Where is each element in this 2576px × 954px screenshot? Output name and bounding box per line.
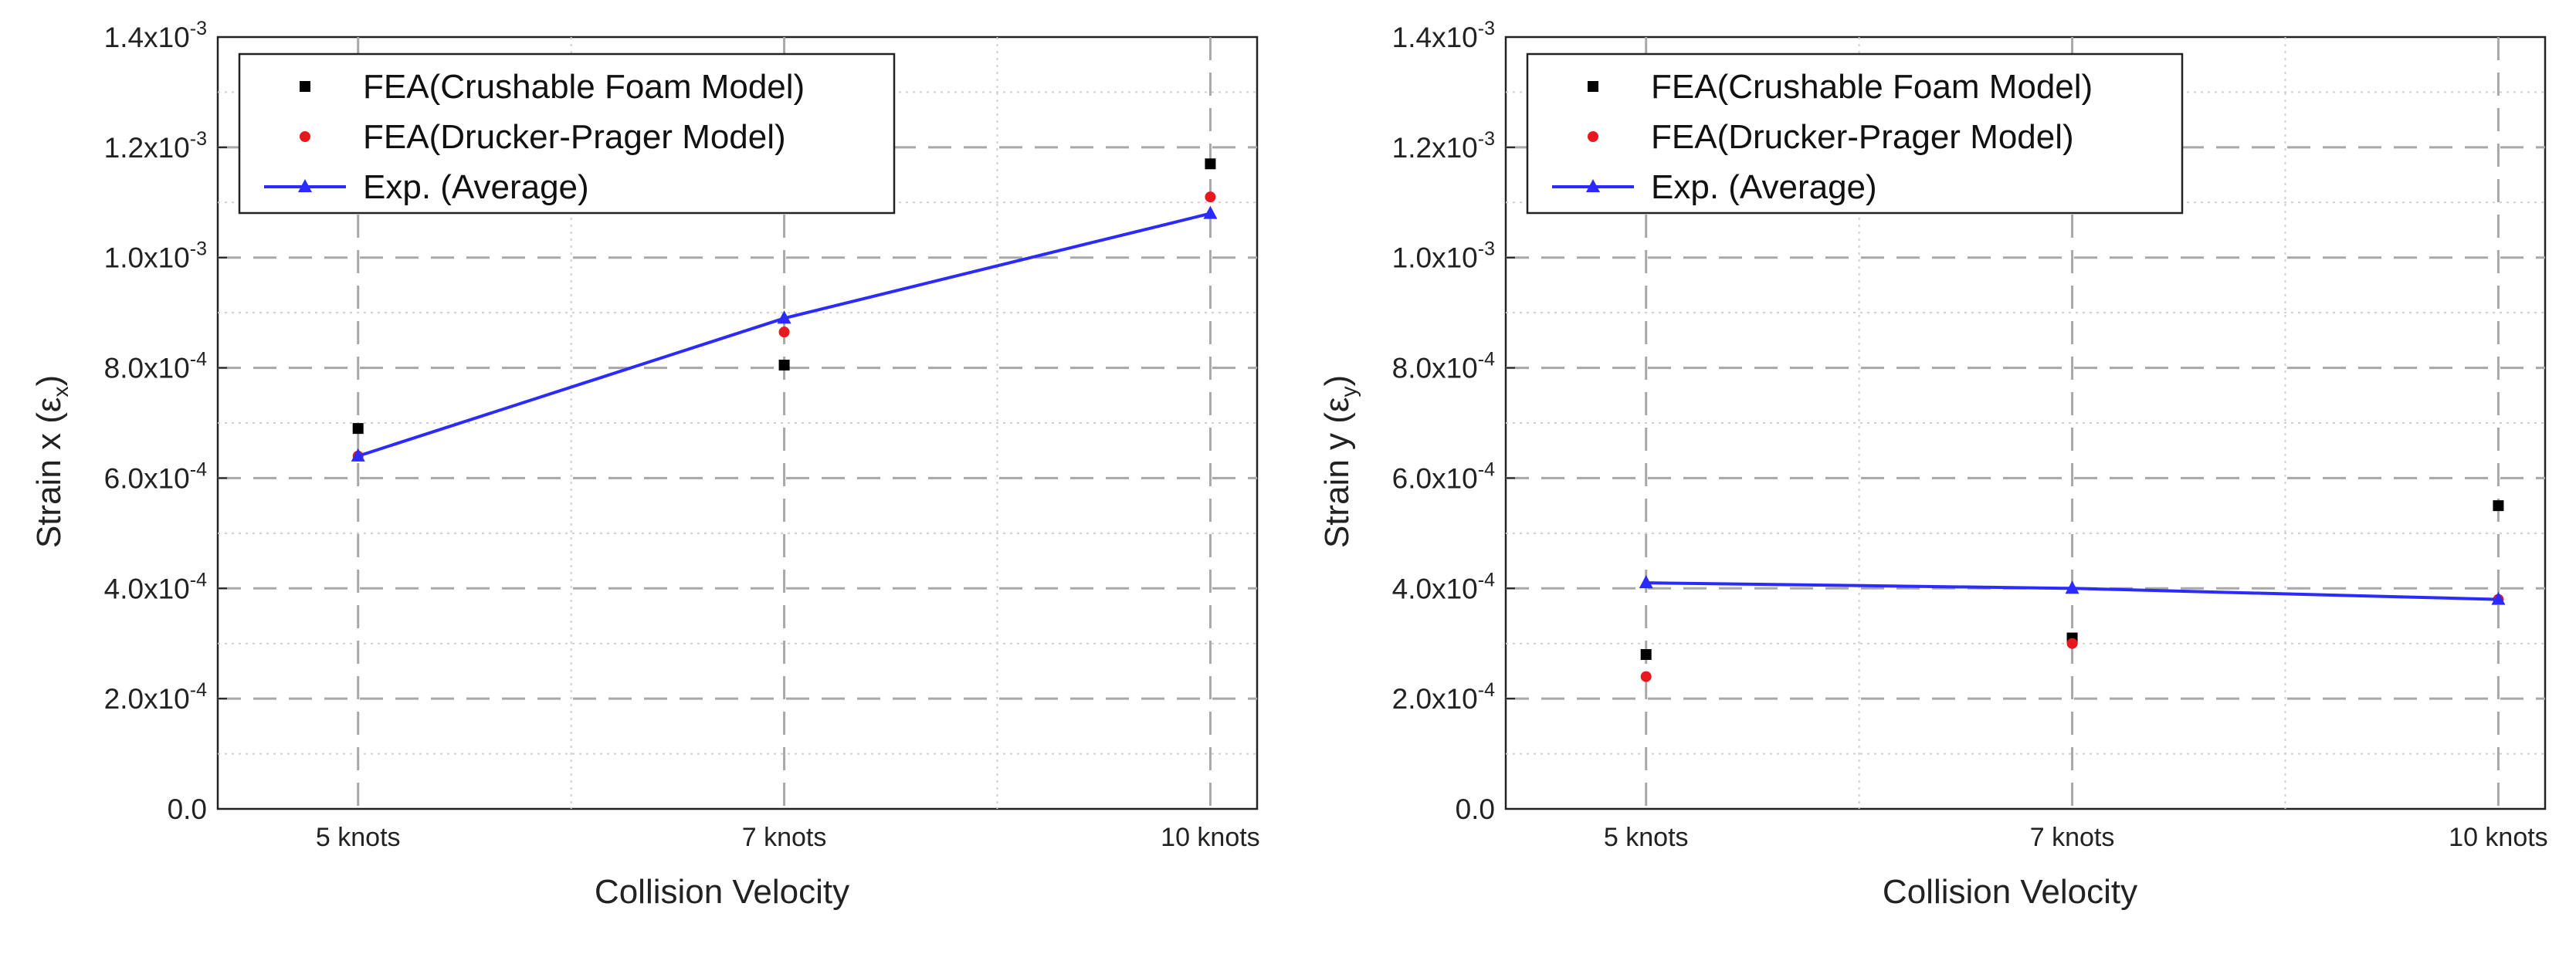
legend-marker-triangle: [298, 179, 312, 192]
y-tick-label: 4.0x10-4: [104, 569, 207, 604]
legend-marker-triangle: [1586, 179, 1600, 192]
x-axis-title: Collision Velocity: [1883, 873, 2137, 911]
y-tick-label: 8.0x10-4: [1392, 349, 1495, 384]
y-tick-label: 2.0x10-4: [104, 679, 207, 715]
y-axis-title: Strain x (εx): [30, 375, 73, 548]
y-tick-label: 8.0x10-4: [104, 349, 207, 384]
data-point-crushable-foam: [1640, 649, 1652, 660]
data-point-drucker-prager: [778, 326, 790, 338]
y-tick-label: 6.0x10-4: [1392, 458, 1495, 494]
y-tick-label: 2.0x10-4: [1392, 679, 1495, 715]
x-tick-label: 7 knots: [742, 823, 827, 852]
legend-label: FEA(Drucker-Prager Model): [1651, 118, 2074, 156]
y-axis-title: Strain y (εy): [1318, 375, 1361, 548]
data-point-exp-average: [2065, 580, 2079, 594]
y-tick-label: 6.0x10-4: [104, 458, 207, 494]
y-tick-label: 0.0: [168, 793, 207, 825]
x-tick-label: 5 knots: [1604, 823, 1689, 852]
y-tick-label: 1.0x10-3: [104, 238, 207, 274]
legend-marker-dot: [300, 131, 310, 142]
legend-marker-dot: [1588, 131, 1598, 142]
data-point-crushable-foam: [352, 423, 364, 435]
x-tick-label: 5 knots: [316, 823, 401, 852]
data-point-exp-average: [777, 310, 791, 324]
legend-label: Exp. (Average): [1651, 168, 1877, 206]
y-tick-label: 1.2x10-3: [104, 128, 207, 164]
data-point-drucker-prager: [1205, 191, 1216, 203]
legend-marker-square: [1588, 81, 1598, 92]
legend-label: FEA(Crushable Foam Model): [363, 68, 805, 106]
y-tick-label: 1.0x10-3: [1392, 238, 1495, 274]
data-point-drucker-prager: [2066, 638, 2078, 649]
legend-label: FEA(Drucker-Prager Model): [363, 118, 786, 156]
legend-label: FEA(Crushable Foam Model): [1651, 68, 2093, 106]
data-point-crushable-foam: [2493, 500, 2504, 512]
y-tick-label: 4.0x10-4: [1392, 569, 1495, 604]
data-point-exp-average: [2491, 591, 2506, 605]
legend-box: [1526, 52, 2184, 215]
data-point-crushable-foam: [778, 360, 790, 370]
legend-box: [238, 52, 896, 215]
y-tick-label: 1.2x10-3: [1392, 128, 1495, 164]
x-tick-label: 10 knots: [1161, 823, 1260, 852]
data-point-exp-average: [351, 448, 365, 462]
strain-y-chart: 0.0 2.0x10-4 4.0x10-4 6.0x10-4 8.0x10-4 1.0x1…: [1318, 18, 2548, 911]
data-point-exp-average: [1639, 575, 1653, 589]
y-tick-label: 0.0: [1456, 793, 1495, 825]
data-point-drucker-prager: [1640, 671, 1652, 682]
y-tick-label: 1.4x10-3: [104, 18, 207, 53]
y-tick-label: 1.4x10-3: [1392, 18, 1495, 53]
strain-x-chart: 0.0 2.0x10-4 4.0x10-4 6.0x10-4 8.0x10-4 1.0x1…: [30, 18, 1260, 911]
data-point-crushable-foam: [1205, 158, 1216, 170]
data-point-exp-average: [1203, 205, 1218, 219]
x-tick-label: 7 knots: [2030, 823, 2115, 852]
x-tick-label: 10 knots: [2449, 823, 2548, 852]
legend-label: Exp. (Average): [363, 168, 589, 206]
x-axis-title: Collision Velocity: [595, 873, 849, 911]
legend-marker-square: [300, 81, 310, 92]
